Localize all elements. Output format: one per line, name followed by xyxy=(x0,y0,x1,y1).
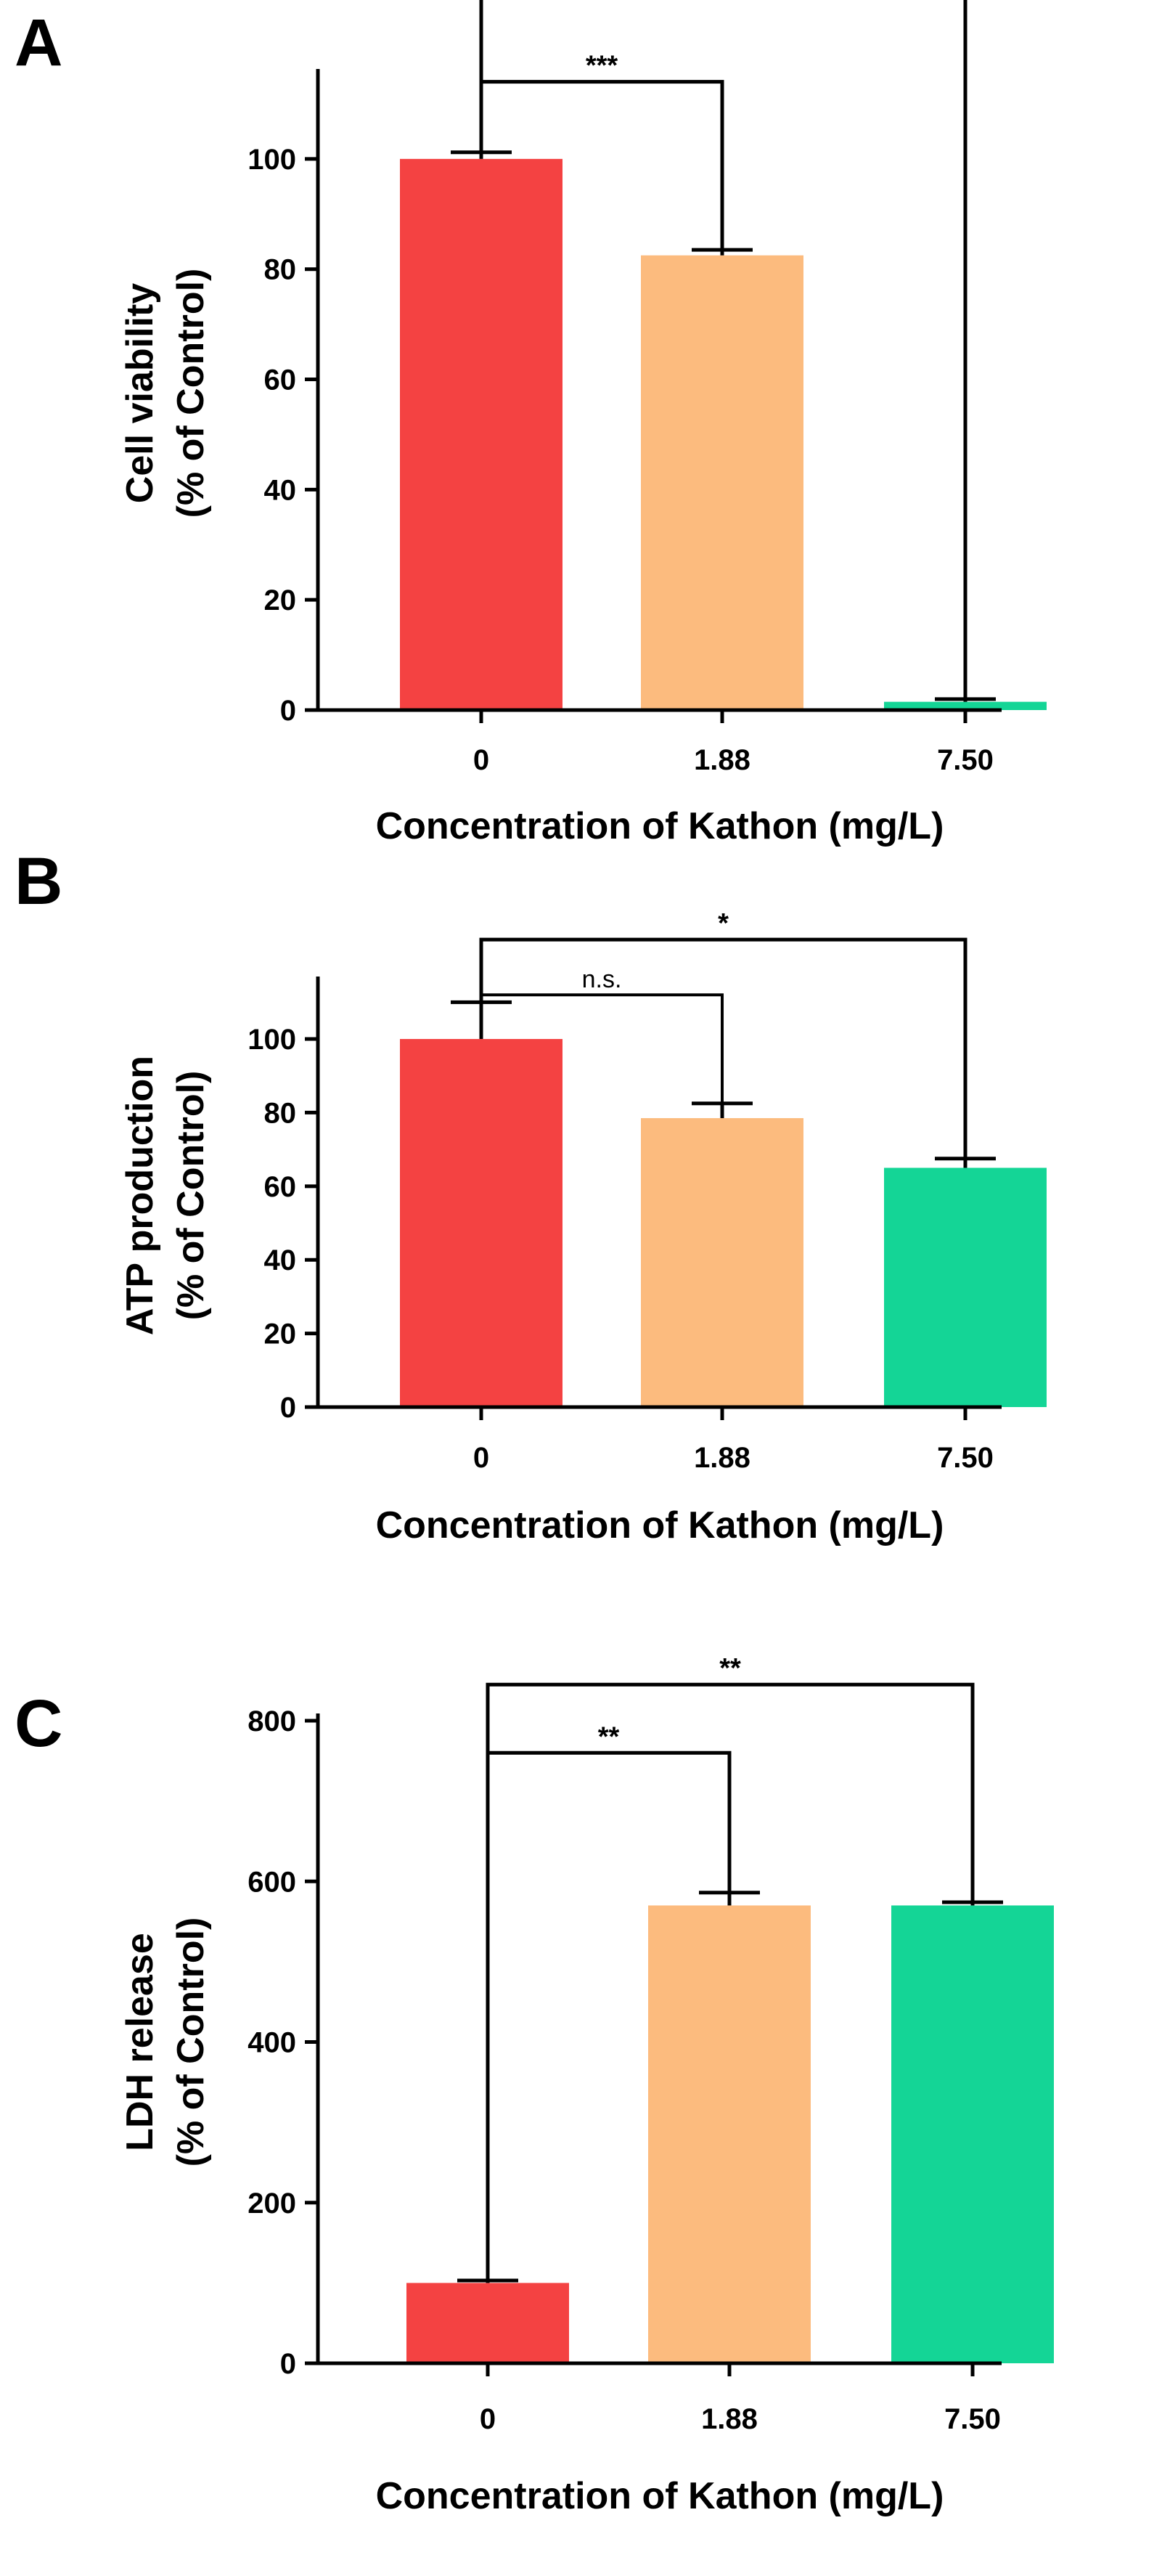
bar-low xyxy=(648,1905,811,2363)
bar-low xyxy=(641,255,803,710)
significance-label: ** xyxy=(719,1653,741,1684)
y-tick-label: 40 xyxy=(264,1244,297,1276)
y-tick-label: 20 xyxy=(264,584,297,616)
panel-b: B 0 20 40 60 80 100 0 1.88 7.50 n.s. * ATP productio… xyxy=(15,844,1047,1546)
y-tick-label: 80 xyxy=(264,254,297,286)
bar-high xyxy=(884,1167,1047,1407)
x-tick-label: 1.88 xyxy=(701,2403,758,2435)
y-tick-label: 400 xyxy=(248,2027,296,2059)
bar-control xyxy=(400,158,562,710)
y-axis-title: (% of Control) xyxy=(170,1917,212,2167)
y-tick-label: 100 xyxy=(248,1024,296,1056)
significance-label: * xyxy=(718,908,729,939)
bar-high xyxy=(891,1905,1054,2363)
x-tick-label: 7.50 xyxy=(937,1442,994,1474)
y-tick-label: 60 xyxy=(264,364,297,396)
significance-label: ** xyxy=(598,1721,620,1752)
x-tick-label: 7.50 xyxy=(944,2403,1001,2435)
y-tick-label: 20 xyxy=(264,1318,297,1350)
y-tick-label: 800 xyxy=(248,1705,296,1737)
x-tick-label: 1.88 xyxy=(694,1442,750,1474)
x-axis-title: Concentration of Kathon (mg/L) xyxy=(376,2475,944,2517)
y-tick-label: 100 xyxy=(248,144,296,176)
significance-label: *** xyxy=(586,51,618,81)
y-tick-label: 600 xyxy=(248,1866,296,1898)
x-axis-title: Concentration of Kathon (mg/L) xyxy=(376,1504,944,1546)
bar-low xyxy=(641,1118,803,1407)
x-tick-label: 7.50 xyxy=(937,744,994,776)
significance-bracket xyxy=(479,0,968,699)
y-axis-title: LDH release xyxy=(119,1933,161,2151)
y-tick-label: 60 xyxy=(264,1171,297,1203)
panel-letter: C xyxy=(15,1687,62,1761)
x-tick-label: 1.88 xyxy=(694,744,750,776)
x-tick-label: 0 xyxy=(473,744,489,776)
significance-label: n.s. xyxy=(582,966,622,993)
y-tick-label: 200 xyxy=(248,2188,296,2220)
x-axis-title: Concentration of Kathon (mg/L) xyxy=(376,805,944,847)
y-tick-label: 80 xyxy=(264,1097,297,1129)
y-tick-label: 40 xyxy=(264,474,297,506)
bar-high xyxy=(884,701,1047,710)
y-axis-title: (% of Control) xyxy=(170,1071,212,1321)
significance-bracket xyxy=(486,1682,975,2281)
y-tick-label: 0 xyxy=(280,2348,296,2380)
panel-letter: A xyxy=(15,6,62,80)
bar-control xyxy=(400,1039,562,1407)
y-axis-title: ATP production xyxy=(119,1056,161,1335)
x-tick-label: 0 xyxy=(473,1442,489,1474)
y-tick-label: 0 xyxy=(280,1392,296,1424)
x-tick-label: 0 xyxy=(480,2403,496,2435)
y-axis-title: Cell viability xyxy=(119,283,161,504)
panel-c: C 0 200 400 600 800 0 1.88 7.50 ** ** LDH release (%… xyxy=(15,1653,1054,2517)
bar-control xyxy=(406,2283,569,2363)
panel-letter: B xyxy=(15,844,62,918)
y-tick-label: 0 xyxy=(280,695,296,727)
significance-bracket xyxy=(479,937,968,1159)
y-axis-title: (% of Control) xyxy=(170,269,212,518)
